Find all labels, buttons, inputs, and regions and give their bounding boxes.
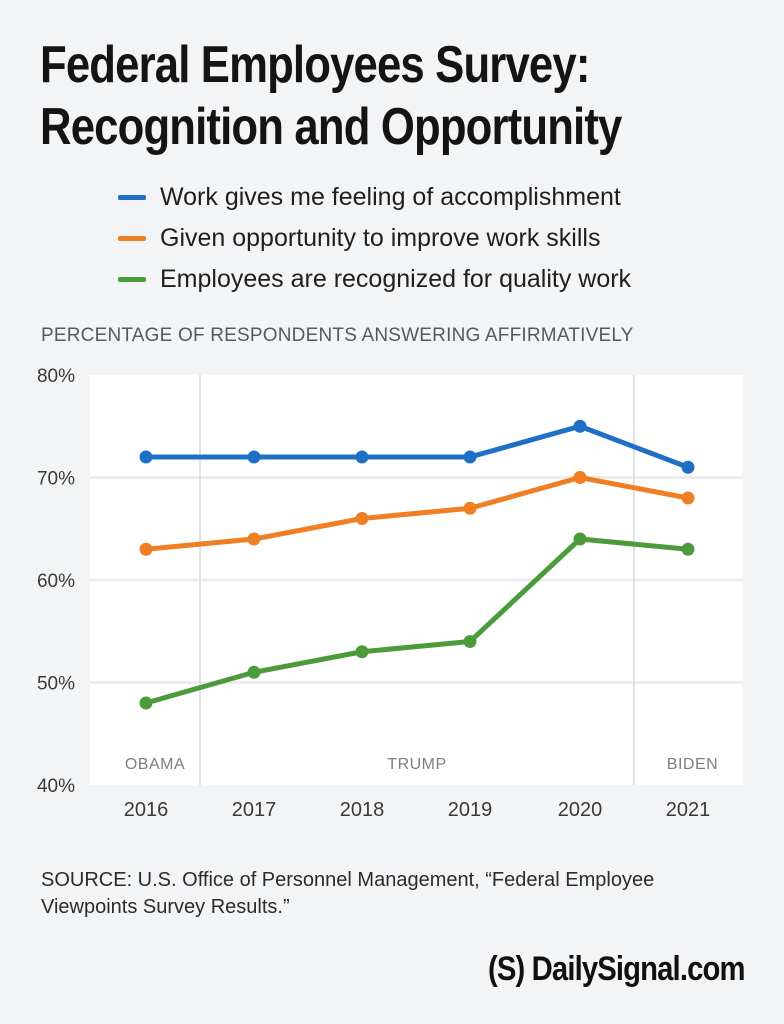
- y-tick-label: 80%: [37, 366, 75, 387]
- legend-label: Work gives me feeling of accomplishment: [160, 183, 621, 211]
- legend-item-recognition: Employees are recognized for quality wor…: [118, 259, 631, 300]
- y-tick-label: 40%: [37, 776, 75, 797]
- legend-swatch: [118, 236, 146, 241]
- data-point: [355, 450, 369, 464]
- legend-swatch: [118, 195, 146, 200]
- x-tick-label: 2017: [232, 799, 277, 821]
- data-point: [463, 501, 477, 515]
- data-point: [247, 532, 261, 546]
- x-tick-label: 2021: [666, 799, 711, 821]
- y-tick-label: 70%: [37, 469, 75, 490]
- legend: Work gives me feeling of accomplishment …: [118, 177, 631, 300]
- data-point: [355, 645, 369, 659]
- era-label: OBAMA: [125, 756, 185, 773]
- data-point: [247, 450, 261, 464]
- data-point: [139, 542, 153, 556]
- source-note: SOURCE: U.S. Office of Personnel Managem…: [41, 869, 655, 918]
- series-line: [143, 536, 691, 706]
- legend-label: Given opportunity to improve work skills: [160, 224, 601, 252]
- x-tick-label: 2018: [340, 799, 385, 821]
- legend-label: Employees are recognized for quality wor…: [160, 265, 632, 293]
- era-label: TRUMP: [387, 756, 446, 773]
- data-point: [247, 665, 261, 679]
- series-line: [143, 423, 691, 470]
- legend-item-accomplishment: Work gives me feeling of accomplishment: [118, 177, 631, 218]
- legend-swatch: [118, 277, 146, 282]
- y-tick-label: 60%: [37, 571, 75, 592]
- x-tick-label: 2019: [448, 799, 493, 821]
- chart-subtitle: PERCENTAGE OF RESPONDENTS ANSWERING AFFI…: [41, 325, 634, 346]
- data-point: [681, 460, 695, 474]
- era-label: BIDEN: [667, 756, 718, 773]
- x-tick-label: 2016: [124, 799, 169, 821]
- title-line-2: Recognition and Opportunity: [40, 98, 622, 156]
- data-point: [681, 542, 695, 556]
- data-point: [681, 491, 695, 505]
- data-point: [573, 471, 587, 484]
- chart-title: Federal Employees Survey: Recognition an…: [40, 34, 645, 158]
- title-line-1: Federal Employees Survey:: [40, 36, 590, 94]
- data-point: [463, 635, 477, 648]
- series-line: [143, 475, 691, 552]
- data-point: [573, 532, 587, 546]
- daily-signal-logo: (S) DailySignal.com: [488, 950, 745, 988]
- data-point: [355, 512, 369, 525]
- data-point: [573, 419, 587, 433]
- legend-item-skills: Given opportunity to improve work skills: [118, 218, 631, 259]
- data-point: [463, 450, 477, 464]
- data-point: [139, 696, 153, 710]
- data-point: [139, 450, 153, 464]
- x-tick-label: 2020: [558, 799, 603, 821]
- y-tick-label: 50%: [37, 674, 75, 695]
